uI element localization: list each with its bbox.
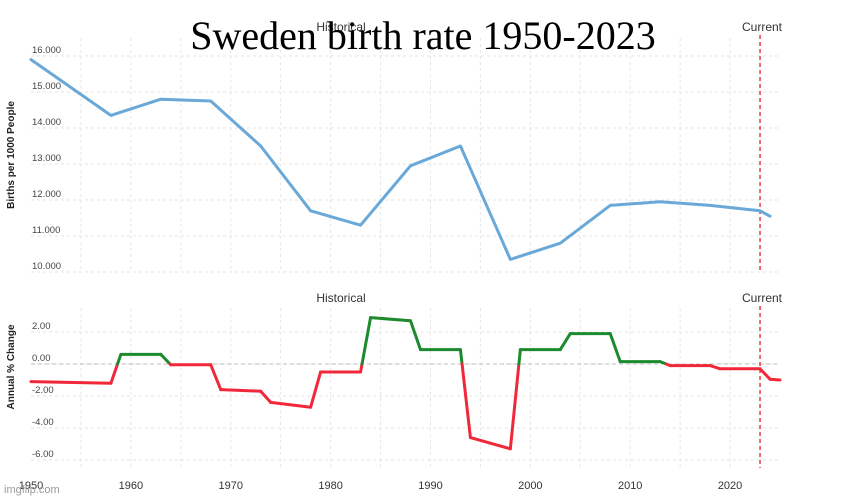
series-segment-negative xyxy=(768,377,782,382)
series-segment-negative xyxy=(269,400,313,409)
current-label: Current xyxy=(742,20,783,34)
x-tick-label: 1970 xyxy=(218,480,242,492)
x-tick-label: 2020 xyxy=(718,480,742,492)
series-segment-negative xyxy=(309,370,323,409)
x-tick-label: 1950 xyxy=(19,480,43,492)
y-tick-label: 14.000 xyxy=(32,117,61,128)
x-tick-label: 1960 xyxy=(119,480,143,492)
x-tick-label: 2000 xyxy=(518,480,542,492)
y-axis-label: Births per 1000 People xyxy=(6,101,17,209)
y-tick-label: 12.000 xyxy=(32,189,61,200)
y-tick-label: -4.00 xyxy=(32,417,54,428)
bottom-chart-panel: -6.00 -4.00 -2.00 0.00 2.00 Historical Current… xyxy=(6,291,783,492)
series-segment-negative xyxy=(109,362,120,385)
series-segment-negative xyxy=(29,380,113,385)
x-tick-label: 1980 xyxy=(318,480,342,492)
y-tick-label: -2.00 xyxy=(32,385,54,396)
section-label: Historical xyxy=(316,20,365,34)
current-label: Current xyxy=(742,291,783,305)
y-tick-label: 16.000 xyxy=(32,45,61,56)
series-segment-negative xyxy=(508,362,521,451)
y-tick-label: 11.000 xyxy=(32,225,60,236)
series-segment-positive xyxy=(517,348,522,366)
watermark: imgflip.com xyxy=(4,484,60,496)
series-segment-positive xyxy=(369,316,412,323)
series-segment-negative xyxy=(219,388,263,393)
series-segment-positive xyxy=(408,319,422,352)
series-segment-negative xyxy=(758,367,772,381)
y-axis-label: Annual % Change xyxy=(6,324,17,409)
y-tick-label: 0.00 xyxy=(32,353,51,364)
series-segment-positive xyxy=(558,332,572,352)
series-segment-positive xyxy=(116,352,123,366)
series-line-birth-rate xyxy=(29,58,772,261)
y-tick-label: 2.00 xyxy=(32,321,51,332)
x-tick-label: 2010 xyxy=(618,480,642,492)
top-chart-panel: 10.000 11.000 12.000 13.000 14.000 15.000 16.0… xyxy=(6,20,783,273)
series-segment-positive xyxy=(360,316,373,366)
series-segment-positive xyxy=(458,348,464,366)
section-label: Historical xyxy=(316,291,365,305)
y-tick-label: -6.00 xyxy=(32,449,54,460)
series-segment-positive xyxy=(159,352,172,366)
series-segment-positive xyxy=(608,332,622,364)
series-segment-negative xyxy=(460,362,472,440)
series-segment-negative xyxy=(259,389,273,404)
series-segment-negative xyxy=(468,436,512,451)
y-tick-label: 15.000 xyxy=(32,81,61,92)
y-tick-label: 10.000 xyxy=(32,261,61,272)
y-tick-label: 13.000 xyxy=(32,153,61,164)
series-segment-negative xyxy=(209,363,223,392)
series-segment-negative xyxy=(708,364,722,371)
x-tick-label: 1990 xyxy=(418,480,442,492)
chart-title: Sweden birth rate 1950-2023 xyxy=(190,13,656,58)
